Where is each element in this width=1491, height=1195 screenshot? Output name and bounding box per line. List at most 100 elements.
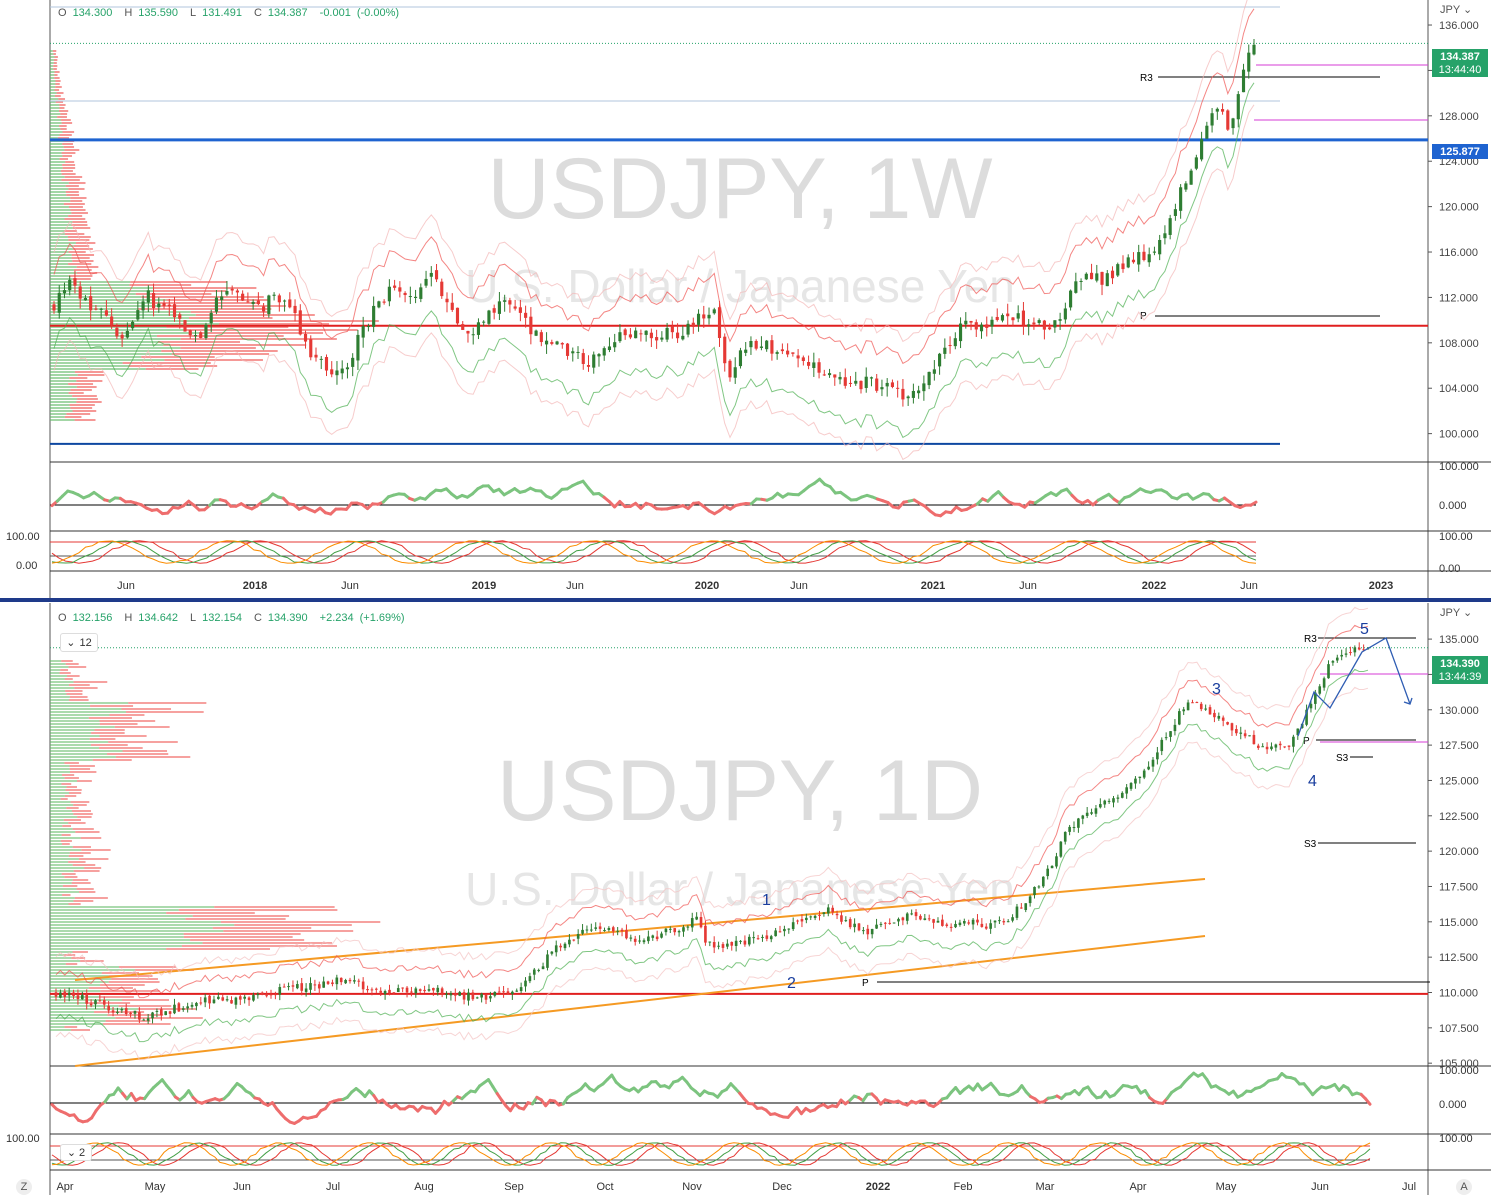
volume-profile-bar-1d — [103, 1023, 171, 1025]
volume-profile-bar-1w — [54, 95, 61, 97]
candle-1w — [1079, 280, 1083, 282]
watermark-symbol-1d: USDJPY, 1D — [497, 743, 983, 839]
x-tick-label-1d: May — [145, 1181, 166, 1193]
volume-profile-bar-1w — [50, 62, 54, 64]
candle-1d — [936, 920, 940, 923]
candle-1d — [304, 988, 308, 992]
candle-1w — [419, 287, 423, 299]
volume-profile-bar-1w — [77, 374, 105, 376]
y-tick-label-1d: 105.000 — [1439, 1058, 1479, 1070]
volume-profile-bar-1d — [50, 888, 77, 890]
volume-profile-bar-1w — [68, 182, 86, 184]
candle-1w — [424, 278, 428, 286]
volume-profile-bar-1d — [50, 681, 74, 683]
volume-profile-bar-1w — [70, 209, 86, 211]
volume-profile-bar-1w — [50, 386, 77, 388]
x-tick-label-1d: Feb — [954, 1181, 973, 1193]
candle-1w — [812, 362, 816, 368]
candle-1d — [726, 943, 729, 947]
candle-1w — [985, 324, 989, 328]
envelope-lower-1d — [55, 686, 1369, 1061]
volume-profile-bar-1w — [53, 68, 57, 70]
volume-profile-bar-1d — [50, 690, 66, 692]
osc1-level-label-1w: 0.000 — [1439, 500, 1467, 512]
candle-1d — [980, 923, 984, 927]
envelope-upper-1d — [55, 606, 1369, 981]
ohlc-close-1d: 134.390 — [267, 612, 308, 624]
ohlc-legend-1w: O 134.300 H 135.590 L 131.491 C 134.387 -0.001 (-… — [58, 7, 400, 19]
volume-profile-bar-1d — [72, 864, 96, 866]
volume-profile-bar-1w — [72, 260, 94, 262]
volume-profile-bar-1w — [50, 242, 76, 244]
candle-1w — [995, 316, 999, 320]
indicators-toggle-button[interactable]: ⌄ 12 — [60, 633, 98, 652]
candle-1d — [256, 993, 260, 996]
volume-profile-bar-1d — [50, 951, 73, 953]
volume-profile-bar-1w — [50, 224, 72, 226]
volume-profile-bar-1w — [61, 122, 73, 124]
volume-profile-bar-1w — [64, 230, 77, 232]
candle-1d — [151, 1012, 154, 1019]
volume-profile-bar-1w — [50, 182, 69, 184]
volume-profile-bar-1d — [50, 924, 235, 926]
candle-1w — [529, 316, 533, 335]
candle-1w — [324, 357, 329, 371]
candle-1d — [1006, 921, 1010, 923]
candle-1d — [217, 996, 220, 999]
volume-profile-bar-1w — [50, 296, 142, 298]
currency-selector-1d[interactable]: JPY ⌄ — [1440, 606, 1472, 619]
candle-1d — [432, 987, 435, 991]
volume-profile-bar-1d — [101, 972, 140, 974]
volume-profile-bar-1d — [50, 780, 77, 782]
timezone-button[interactable]: Z — [16, 1179, 32, 1195]
volume-profile-bar-1w — [57, 116, 67, 118]
volume-profile-bar-1d — [50, 792, 69, 794]
volume-profile-bar-1d — [50, 798, 61, 800]
volume-profile-bar-1w — [65, 185, 79, 187]
candle-1w — [1074, 281, 1078, 293]
ohlc-open-1w: 134.300 — [72, 7, 113, 19]
candle-1d — [1357, 647, 1361, 650]
volume-profile-bar-1w — [70, 200, 83, 202]
pivot-label-p-1d: P — [862, 978, 869, 989]
volume-profile-bar-1d — [50, 864, 73, 866]
volume-profile-bar-1w — [156, 335, 284, 337]
candle-1d — [353, 980, 356, 982]
volume-profile-bar-1w — [54, 89, 60, 91]
candle-1w — [125, 330, 129, 338]
volume-profile-bar-1d — [212, 927, 312, 929]
candle-1d — [282, 986, 286, 988]
pane-toggle-button[interactable]: ⌄ 2 — [60, 1144, 92, 1161]
candle-1d — [287, 986, 290, 988]
chevron-down-icon: ⌄ — [66, 637, 76, 649]
currency-selector-1w[interactable]: JPY ⌄ — [1440, 3, 1472, 16]
volume-profile-bar-1d — [68, 861, 86, 863]
volume-profile-bar-1w — [50, 74, 55, 76]
candle-1d — [467, 992, 470, 1001]
volume-profile-bar-1d — [50, 666, 69, 668]
candle-1d — [243, 996, 246, 999]
volume-profile-bar-1w — [50, 212, 72, 214]
auto-scale-button[interactable]: A — [1456, 1179, 1472, 1195]
volume-profile-bar-1d — [50, 795, 65, 797]
candle-1w — [293, 305, 297, 314]
candle-1d — [190, 1004, 194, 1007]
volume-profile-bar-1d — [166, 912, 255, 914]
volume-profile-bar-1w — [50, 326, 167, 328]
candle-1d — [945, 924, 949, 926]
volume-profile-bar-1d — [183, 936, 293, 938]
candle-1d — [1287, 745, 1291, 747]
volume-profile-bar-1d — [74, 897, 108, 899]
volume-profile-bar-1w — [185, 329, 358, 331]
x-tick-label-1d: Mar — [1036, 1181, 1055, 1193]
candle-1d — [1195, 702, 1199, 704]
volume-profile-bar-1d — [61, 834, 71, 836]
candle-1d — [300, 983, 304, 991]
volume-profile-bar-1w — [59, 158, 69, 160]
y-tick-label-1w: 136.000 — [1439, 20, 1479, 32]
pivot-label-p-1w: P — [1140, 311, 1147, 322]
volume-profile-bar-1w — [70, 197, 87, 199]
candle-1d — [98, 1000, 102, 1002]
volume-profile-bar-1d — [50, 939, 191, 941]
